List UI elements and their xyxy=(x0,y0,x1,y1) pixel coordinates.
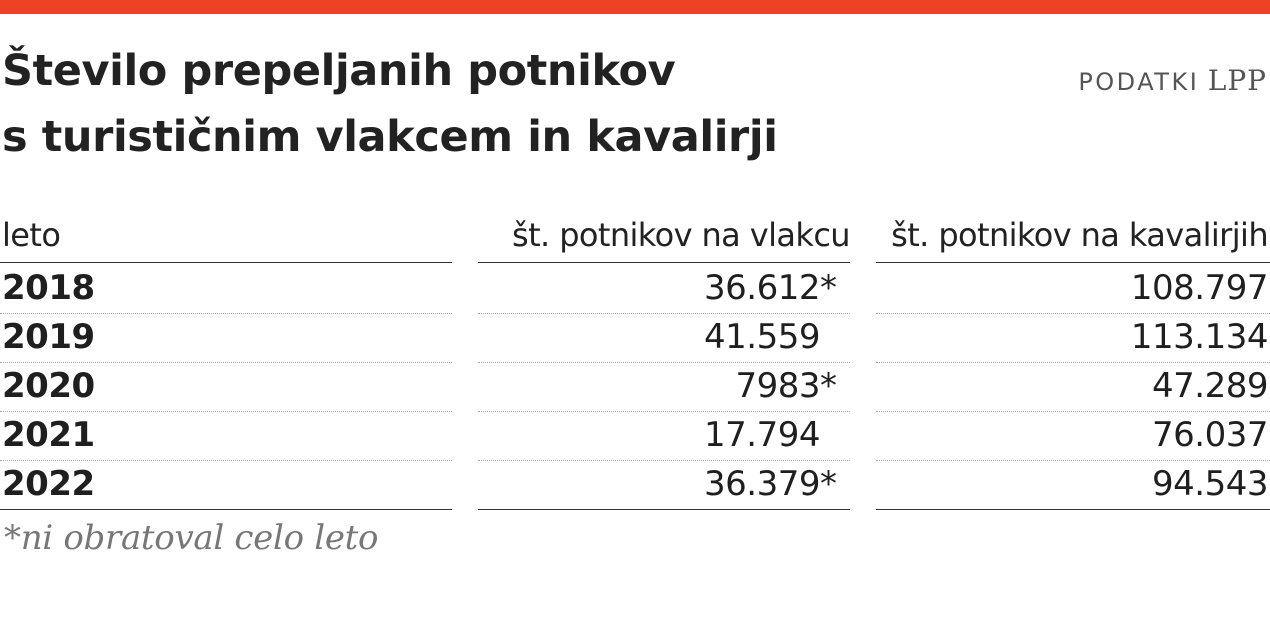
accent-bar xyxy=(0,0,1270,14)
header-rule-year xyxy=(0,262,452,263)
cell-train-value: 36.612 xyxy=(704,268,820,308)
row-divider xyxy=(0,362,452,363)
cell-kavalir: 94.543 xyxy=(1152,464,1268,504)
table-row: 2019 41.559 113.134 xyxy=(0,313,1270,362)
header-rule-train xyxy=(478,262,850,263)
chart-title: Število prepeljanih potnikov s turističn… xyxy=(2,38,962,170)
title-line-1: Število prepeljanih potnikov xyxy=(2,46,676,96)
cell-train-value: 17.794 xyxy=(704,415,820,455)
cell-train-footnote-mark: * xyxy=(820,366,837,406)
row-divider xyxy=(876,411,1270,412)
row-divider xyxy=(876,313,1270,314)
header-year: leto xyxy=(2,216,61,254)
bottom-rule xyxy=(876,509,1270,510)
row-divider xyxy=(478,362,850,363)
source-org: LPP xyxy=(1207,64,1267,97)
cell-kavalir: 113.134 xyxy=(1130,317,1269,357)
row-divider xyxy=(478,460,850,461)
cell-train-value: 36.379 xyxy=(704,464,820,504)
cell-train: 41.559 xyxy=(482,313,842,362)
row-divider xyxy=(478,313,850,314)
cell-year: 2022 xyxy=(2,464,95,504)
table-row: 2021 17.794 76.037 xyxy=(0,411,1270,460)
cell-year: 2019 xyxy=(2,317,95,357)
row-divider xyxy=(478,411,850,412)
cell-train-footnote-mark: * xyxy=(820,268,837,308)
cell-kavalir: 76.037 xyxy=(1152,415,1268,455)
cell-train: 7983* xyxy=(482,362,842,411)
cell-train-value: 7983 xyxy=(735,366,820,406)
source-credit: PODATKI LPP xyxy=(1078,64,1267,97)
cell-train-value: 41.559 xyxy=(704,317,820,357)
footnote: *ni obratoval celo leto xyxy=(4,518,379,558)
row-divider xyxy=(0,411,452,412)
cell-year: 2021 xyxy=(2,415,95,455)
row-divider xyxy=(0,313,452,314)
cell-year: 2018 xyxy=(2,268,95,308)
cell-train: 36.379* xyxy=(482,460,842,509)
row-divider xyxy=(0,460,452,461)
bottom-rule xyxy=(478,509,850,510)
table-row: 2018 36.612* 108.797 xyxy=(0,264,1270,313)
table-row: 2020 7983* 47.289 xyxy=(0,362,1270,411)
cell-train: 36.612* xyxy=(482,264,842,313)
cell-train-footnote-mark: * xyxy=(820,464,837,504)
table-row: 2022 36.379* 94.543 xyxy=(0,460,1270,509)
cell-kavalir: 47.289 xyxy=(1152,366,1268,406)
header-train: št. potnikov na vlakcu xyxy=(512,216,851,254)
row-divider xyxy=(876,460,1270,461)
cell-kavalir: 108.797 xyxy=(1130,268,1269,308)
header-rule-kavalir xyxy=(876,262,1270,263)
cell-train: 17.794 xyxy=(482,411,842,460)
header-kavalir: št. potnikov na kavalirjih xyxy=(891,216,1268,254)
row-divider xyxy=(876,362,1270,363)
source-label: PODATKI xyxy=(1078,68,1200,96)
title-line-2: s turističnim vlakcem in kavalirji xyxy=(2,112,778,162)
bottom-rule xyxy=(0,509,452,510)
cell-year: 2020 xyxy=(2,366,95,406)
